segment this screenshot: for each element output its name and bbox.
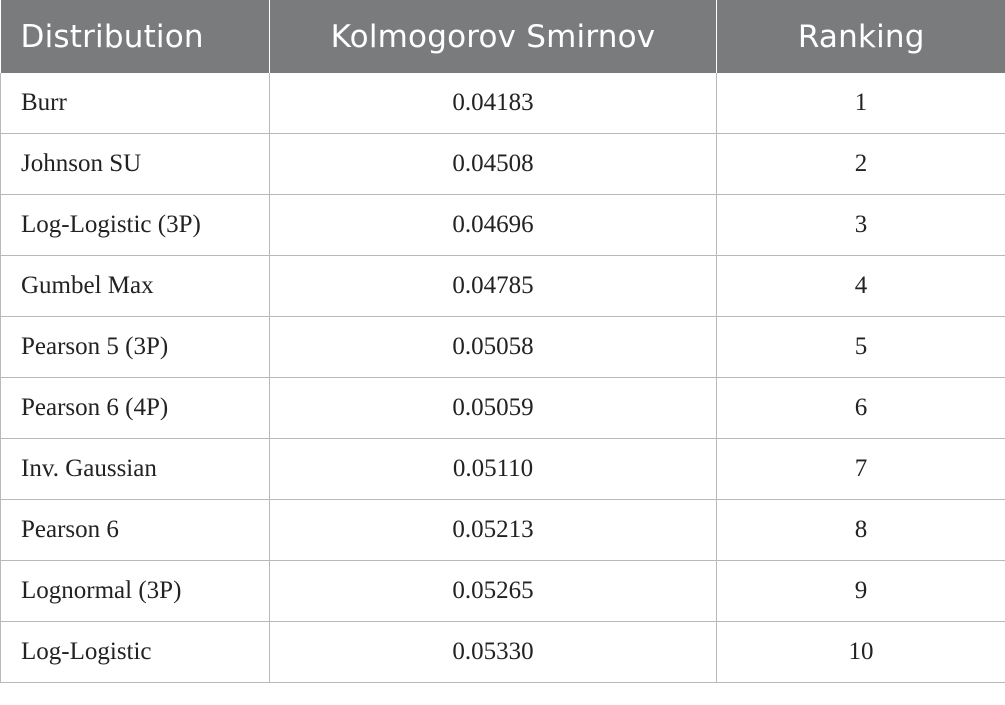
cell-distribution: Pearson 6	[0, 499, 270, 561]
table-row: Burr 0.04183 1	[0, 73, 1005, 134]
cell-distribution: Gumbel Max	[0, 255, 270, 317]
cell-distribution: Johnson SU	[0, 133, 270, 195]
cell-ks-statistic: 0.04785	[269, 255, 717, 317]
cell-ks-statistic: 0.04696	[269, 194, 717, 256]
header-row: Distribution Kolmogorov Smirnov Ranking	[0, 0, 1005, 73]
cell-ks-statistic: 0.05110	[269, 438, 717, 500]
cell-distribution: Log-Logistic (3P)	[0, 194, 270, 256]
cell-ranking: 2	[716, 133, 1005, 195]
table-row: Lognormal (3P) 0.05265 9	[0, 560, 1005, 622]
cell-distribution: Burr	[0, 73, 270, 134]
cell-ks-statistic: 0.05330	[269, 621, 717, 683]
cell-distribution: Pearson 6 (4P)	[0, 377, 270, 439]
cell-ranking: 7	[716, 438, 1005, 500]
cell-ranking: 10	[716, 621, 1005, 683]
header-ranking: Ranking	[716, 0, 1005, 73]
cell-distribution: Log-Logistic	[0, 621, 270, 683]
table-row: Johnson SU 0.04508 2	[0, 133, 1005, 195]
cell-ranking: 9	[716, 560, 1005, 622]
cell-ranking: 8	[716, 499, 1005, 561]
cell-ks-statistic: 0.04508	[269, 133, 717, 195]
cell-ranking: 4	[716, 255, 1005, 317]
table-row: Inv. Gaussian 0.05110 7	[0, 438, 1005, 500]
table-row: Gumbel Max 0.04785 4	[0, 255, 1005, 317]
table-row: Pearson 6 0.05213 8	[0, 499, 1005, 561]
cell-ranking: 3	[716, 194, 1005, 256]
cell-distribution: Inv. Gaussian	[0, 438, 270, 500]
header-kolmogorov-smirnov: Kolmogorov Smirnov	[269, 0, 717, 73]
header-distribution: Distribution	[0, 0, 270, 73]
table-row: Pearson 6 (4P) 0.05059 6	[0, 377, 1005, 439]
table-body: Burr 0.04183 1 Johnson SU 0.04508 2 Log-…	[0, 73, 1005, 683]
cell-ks-statistic: 0.05059	[269, 377, 717, 439]
table-header: Distribution Kolmogorov Smirnov Ranking	[0, 0, 1005, 73]
cell-ks-statistic: 0.05265	[269, 560, 717, 622]
cell-ranking: 5	[716, 316, 1005, 378]
cell-ks-statistic: 0.05058	[269, 316, 717, 378]
table-row: Log-Logistic 0.05330 10	[0, 621, 1005, 683]
cell-ranking: 1	[716, 73, 1005, 134]
cell-distribution: Lognormal (3P)	[0, 560, 270, 622]
cell-ks-statistic: 0.04183	[269, 73, 717, 134]
cell-ks-statistic: 0.05213	[269, 499, 717, 561]
table-row: Log-Logistic (3P) 0.04696 3	[0, 194, 1005, 256]
table-row: Pearson 5 (3P) 0.05058 5	[0, 316, 1005, 378]
cell-distribution: Pearson 5 (3P)	[0, 316, 270, 378]
cell-ranking: 6	[716, 377, 1005, 439]
distribution-ranking-table: Distribution Kolmogorov Smirnov Ranking …	[0, 0, 1005, 683]
